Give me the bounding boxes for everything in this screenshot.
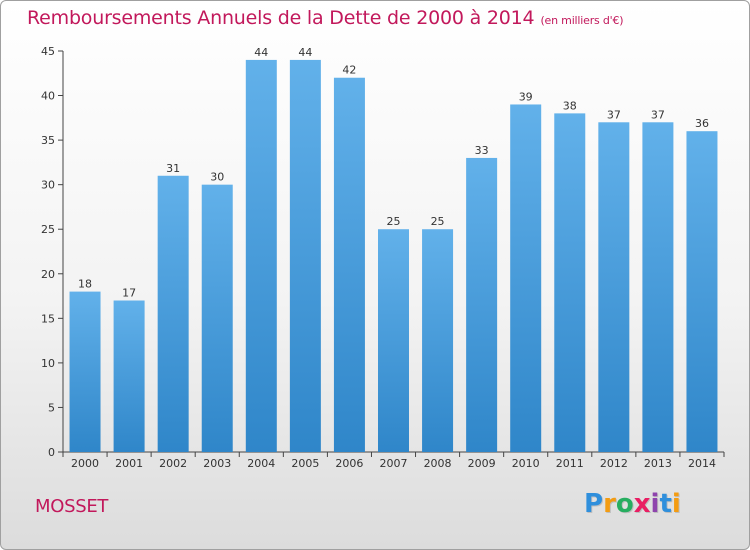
x-tick-label: 2000: [71, 457, 99, 470]
data-label: 44: [298, 46, 312, 59]
bar: [69, 291, 101, 452]
bar: [554, 113, 586, 452]
y-tick-label: 25: [41, 223, 55, 236]
bar: [245, 59, 277, 453]
bar: [333, 77, 365, 452]
x-tick-label: 2005: [291, 457, 319, 470]
chart-data-labels: 18 17 31 30 44 44 42 25 25 33 39 38 37 37 36: [78, 46, 709, 300]
bar: [686, 131, 718, 452]
x-tick-label: 2011: [556, 457, 584, 470]
data-label: 37: [651, 108, 665, 121]
data-label: 25: [431, 215, 445, 228]
x-tick-label: 2004: [247, 457, 275, 470]
data-label: 18: [78, 278, 92, 291]
y-tick-label: 15: [41, 312, 55, 325]
x-tick-label: 2003: [203, 457, 231, 470]
bar: [378, 229, 409, 452]
y-tick-label: 40: [41, 90, 55, 103]
logo-letter: t: [659, 489, 672, 519]
chart-title: Remboursements Annuels de la Dette de 20…: [27, 7, 624, 29]
bar: [642, 122, 674, 453]
y-tick-label: 35: [41, 134, 55, 147]
bar: [201, 184, 233, 452]
bar-chart: 0 5 10 15 20 25 30 35 40 45 2000 2001 2002 2003 2004 20…: [41, 45, 725, 470]
logo-letter: x: [633, 489, 651, 519]
data-label: 30: [210, 171, 224, 184]
data-label: 31: [166, 162, 180, 175]
logo-letter: i: [671, 489, 681, 519]
x-tick-label: 2006: [335, 457, 363, 470]
logo-letter: P: [584, 489, 604, 519]
y-tick-label: 10: [41, 357, 55, 370]
data-label: 37: [607, 108, 621, 121]
data-label: 42: [342, 64, 356, 77]
x-tick-label: 2002: [159, 457, 187, 470]
data-label: 17: [122, 287, 136, 300]
x-tick-label: 2014: [688, 457, 716, 470]
data-label: 39: [519, 90, 533, 103]
logo-letter: o: [615, 489, 634, 519]
x-tick-label: 2013: [644, 457, 672, 470]
chart-title-text: Remboursements Annuels de la Dette de 20…: [27, 7, 535, 29]
chart-subtitle: (en milliers d'€): [540, 14, 624, 27]
x-tick-label: 2001: [115, 457, 143, 470]
bar: [157, 175, 189, 452]
x-tick-label: 2007: [380, 457, 408, 470]
x-tick-label: 2009: [468, 457, 496, 470]
x-tick-label: 2010: [512, 457, 540, 470]
x-tick-label: 2008: [424, 457, 452, 470]
x-tick-label: 2012: [600, 457, 628, 470]
proxiti-logo: Proxiti: [584, 489, 681, 519]
y-tick-label: 20: [41, 268, 55, 281]
bar: [598, 122, 630, 453]
bar: [510, 104, 542, 452]
y-tick-label: 45: [41, 45, 55, 58]
data-label: 33: [475, 144, 489, 157]
y-tick-label: 0: [48, 446, 55, 459]
commune-name: MOSSET: [35, 496, 109, 517]
y-tick-label: 5: [48, 401, 55, 414]
bar: [422, 229, 454, 452]
y-tick-label: 30: [41, 179, 55, 192]
bar: [113, 300, 145, 452]
logo-letter: i: [650, 489, 660, 519]
data-label: 36: [695, 117, 709, 130]
bar: [289, 59, 321, 453]
logo-letter: r: [603, 489, 616, 519]
data-label: 25: [387, 215, 401, 228]
bar: [466, 157, 498, 452]
chart-bars: [69, 59, 718, 453]
data-label: 44: [254, 46, 268, 59]
data-label: 38: [563, 99, 577, 112]
